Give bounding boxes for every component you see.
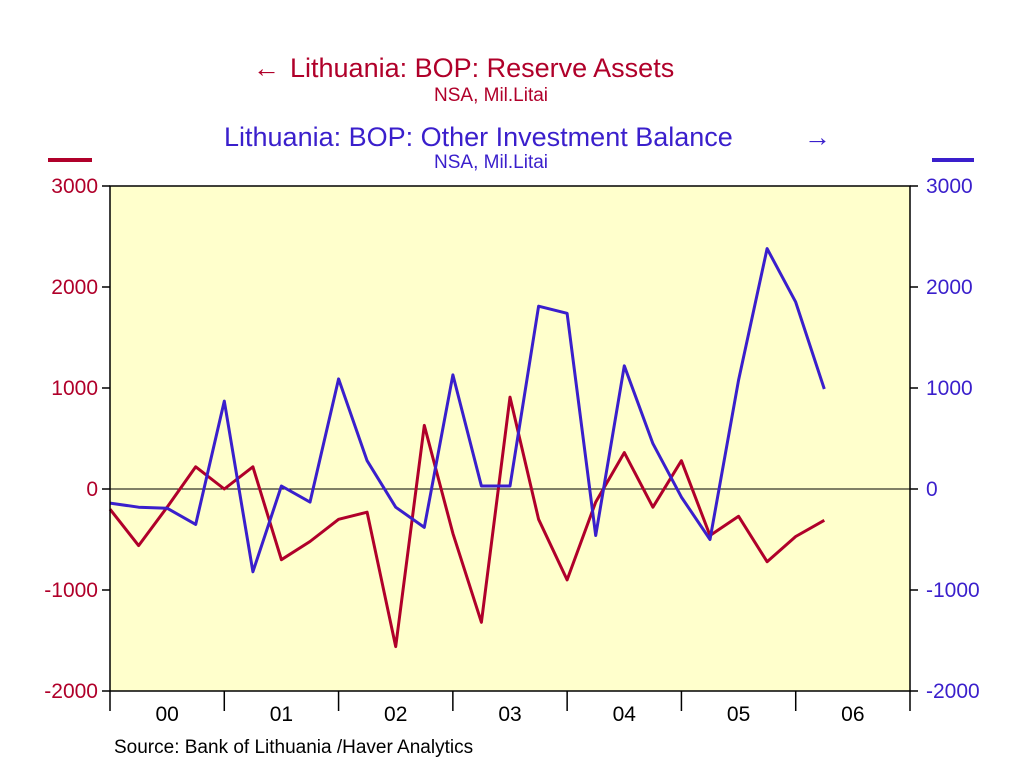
series-line-reserve-assets <box>108 395 826 649</box>
x-axis-tick-label: 02 <box>384 703 407 726</box>
x-axis-ticks: 00 01 02 03 04 05 06 <box>109 691 911 726</box>
left-axis-ticks: 3000 2000 1000 0 -1000 -2000 <box>44 175 110 703</box>
x-axis-tick-label: 06 <box>841 703 864 726</box>
left-series-title: Lithuania: BOP: Reserve Assets <box>290 53 674 83</box>
x-axis-tick-label: 05 <box>727 703 750 726</box>
left-axis-tick-label: 2000 <box>51 276 98 299</box>
source-note: Source: Bank of Lithuania /Haver Analyti… <box>114 737 473 758</box>
right-axis-tick-label: 1000 <box>926 377 973 400</box>
left-axis-tick-label: 0 <box>86 478 98 501</box>
right-series-title: Lithuania: BOP: Other Investment Balance <box>224 122 733 152</box>
right-axis-tick-label: 3000 <box>926 175 973 198</box>
right-series-subtitle: NSA, Mil.Litai <box>434 152 548 173</box>
left-axis-tick-label: -2000 <box>44 680 98 703</box>
left-axis-tick-label: -1000 <box>44 579 98 602</box>
plot-frame <box>109 185 911 692</box>
x-axis-tick-label: 01 <box>270 703 293 726</box>
left-series-arrow: ← <box>253 53 280 83</box>
plot-background <box>110 186 910 691</box>
left-series-subtitle: NSA, Mil.Litai <box>434 85 548 106</box>
left-axis-tick-label: 3000 <box>51 175 98 198</box>
x-axis-tick-label: 04 <box>613 703 637 726</box>
right-axis-tick-label: 2000 <box>926 276 973 299</box>
series-line-other-investment-balance <box>109 247 826 574</box>
right-axis-ticks: 3000 2000 1000 0 -1000 -2000 <box>910 175 980 703</box>
left-axis-tick-label: 1000 <box>51 377 98 400</box>
right-axis-tick-label: 0 <box>926 478 938 501</box>
right-axis-tick-label: -1000 <box>926 579 980 602</box>
right-series-arrow: → <box>804 122 831 152</box>
right-axis-tick-label: -2000 <box>926 680 980 703</box>
x-axis-tick-label: 03 <box>498 703 521 726</box>
x-axis-tick-label: 00 <box>155 703 178 726</box>
